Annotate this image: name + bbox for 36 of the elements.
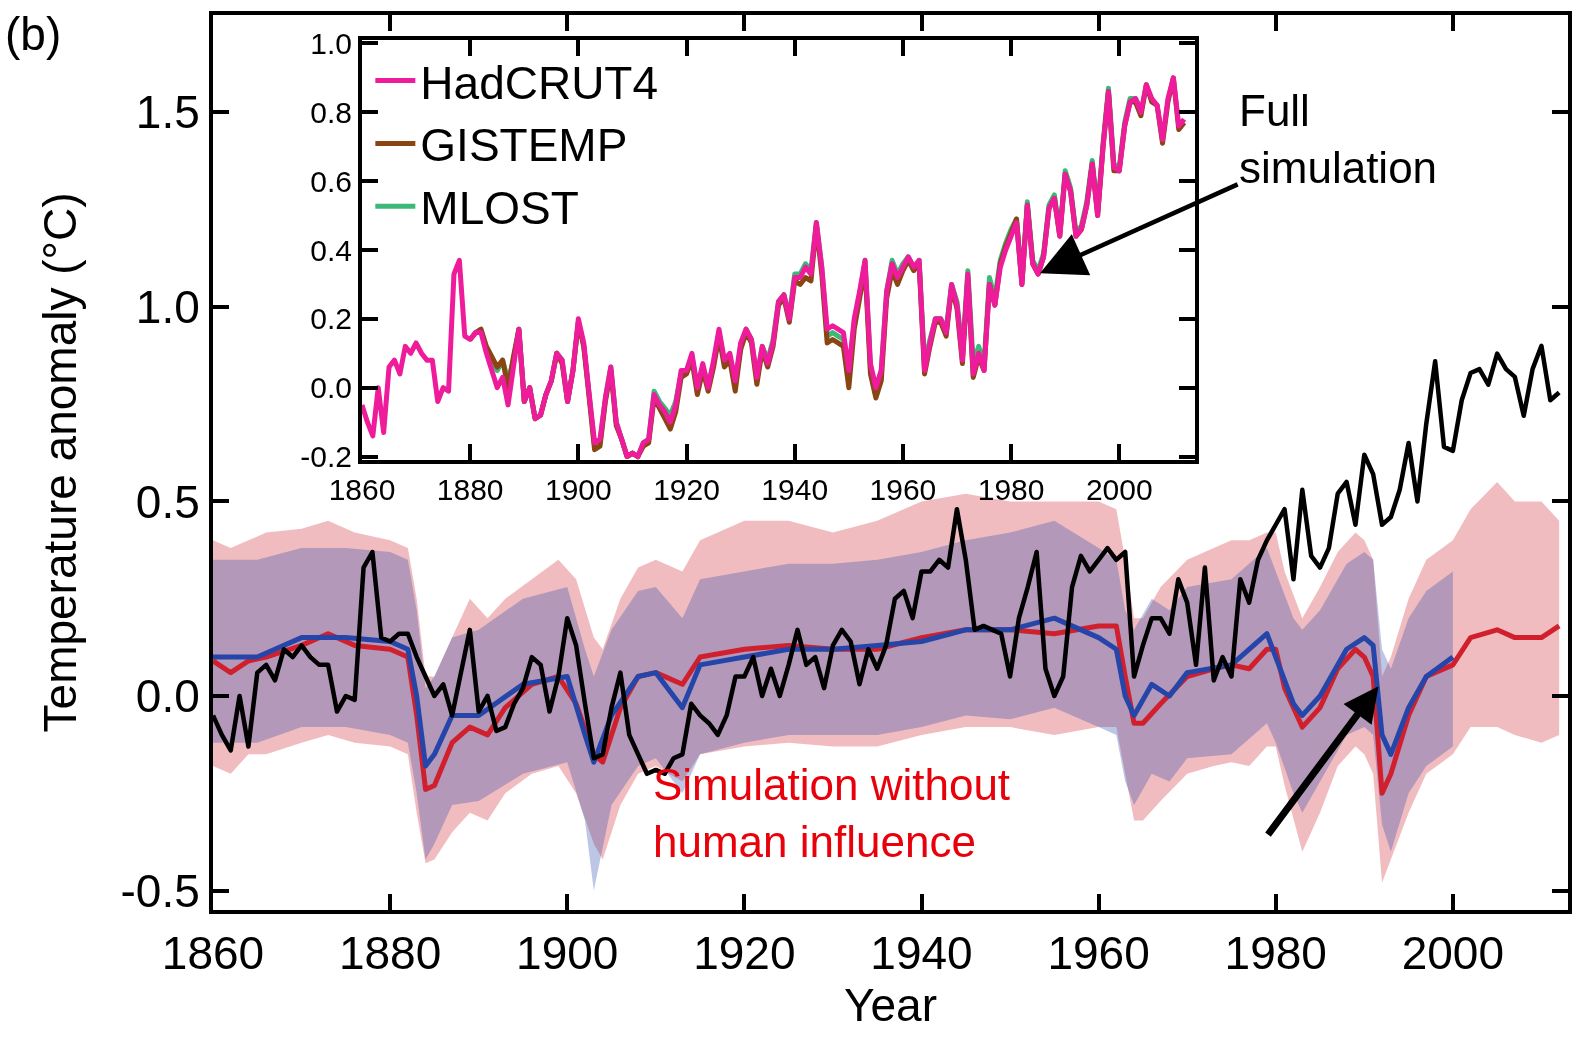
x-tick-label: 2000 (1401, 927, 1505, 980)
y-tick-label: 0.2 (310, 302, 352, 336)
x-tick-label: 1960 (1047, 927, 1150, 980)
y-tick-label: -0.2 (300, 440, 352, 474)
y-tick-label: 0.0 (135, 670, 200, 723)
x-axis-title: Year (844, 979, 937, 1032)
y-axis-title: Temperature anomaly (°C) (34, 192, 87, 733)
x-tick-label: 1920 (693, 927, 796, 980)
y-tick-label: 1.5 (135, 86, 200, 139)
annotation: Full simulation (1239, 86, 1438, 193)
y-tick-label: -0.5 (120, 864, 200, 917)
x-tick-label: 1960 (869, 473, 937, 506)
text: (b) (5, 8, 62, 60)
x-tick-label: 1980 (1224, 927, 1327, 980)
legend-label: GISTEMP (420, 119, 628, 172)
y-tick-label: 0.6 (310, 164, 352, 198)
x-tick-label: 1900 (544, 473, 612, 506)
y-tick-label: 0.8 (310, 95, 352, 129)
x-tick-label: 1940 (761, 473, 829, 506)
legend-label: HadCRUT4 (420, 56, 659, 109)
x-tick-label: 2000 (1085, 473, 1153, 506)
x-tick-label: 1900 (516, 927, 619, 980)
x-tick-label: 1940 (870, 927, 973, 980)
x-tick-label: 1860 (328, 473, 396, 506)
y-tick-label: 1.0 (310, 26, 352, 60)
legend-label: MLOST (420, 182, 579, 235)
x-tick-label: 1980 (977, 473, 1045, 506)
y-tick-label: 0.5 (135, 475, 200, 528)
x-tick-label: 1920 (653, 473, 720, 506)
y-tick-label: 0.0 (310, 371, 352, 405)
y-tick-label: 0.4 (310, 233, 352, 267)
y-tick-label: 1.0 (135, 280, 200, 333)
annotation: Simulation without human influence (653, 760, 1011, 867)
x-tick-label: 1860 (161, 927, 265, 980)
x-tick-label: 1880 (436, 473, 504, 506)
x-tick-label: 1880 (338, 927, 442, 980)
